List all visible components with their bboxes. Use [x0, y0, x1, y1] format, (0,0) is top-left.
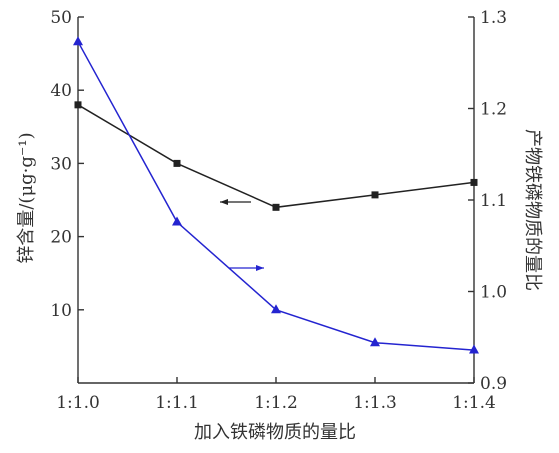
- series-left-marker: [470, 178, 478, 186]
- series-right-line: [77, 41, 475, 351]
- left-y-tick-label: 20: [50, 228, 72, 248]
- series-right-marker: [73, 36, 83, 46]
- x-tick-label: 1:1.0: [56, 393, 100, 413]
- left-y-tick-label: 40: [50, 81, 72, 101]
- axes: [77, 17, 475, 384]
- ticks: 10 20 30 40 50 0.9 1.0 1.1 1.2 1.3 1:1.0 1:1.1 1:1.2…: [50, 8, 507, 413]
- series: [73, 36, 479, 354]
- series-left-line: [77, 104, 475, 209]
- series-right-marker: [469, 344, 479, 354]
- left-y-tick-label: 10: [50, 301, 72, 321]
- series-left-marker: [173, 159, 181, 167]
- right-y-axis-title: 产物铁磷物质的量比: [522, 129, 543, 291]
- x-axis-title: 加入铁磷物质的量比: [194, 422, 356, 443]
- series-left-marker: [74, 101, 82, 109]
- right-y-tick-label: 0.9: [480, 374, 507, 394]
- right-y-tick-label: 1.3: [480, 8, 507, 28]
- annotations: [220, 199, 264, 271]
- series-right-marker: [370, 337, 380, 347]
- series-left-marker: [272, 203, 280, 211]
- left-y-axis-title: 锌含量/(μg·g⁻¹): [16, 132, 37, 263]
- x-tick-label: 1:1.3: [353, 393, 397, 413]
- right-y-tick-label: 1.0: [480, 283, 507, 303]
- left-y-tick-label: 30: [50, 154, 72, 174]
- x-tick-label: 1:1.2: [254, 393, 298, 413]
- x-tick-label: 1:1.4: [452, 393, 496, 413]
- x-tick-label: 1:1.1: [155, 393, 199, 413]
- series-right-marker: [271, 304, 281, 314]
- series-right-marker: [172, 216, 182, 226]
- left-y-tick-label: 50: [50, 8, 72, 28]
- arrow-right-head: [256, 265, 264, 271]
- right-y-tick-label: 1.1: [480, 191, 507, 211]
- series-left-marker: [371, 191, 379, 199]
- right-y-tick-label: 1.2: [480, 100, 507, 120]
- arrow-left-head: [220, 199, 228, 205]
